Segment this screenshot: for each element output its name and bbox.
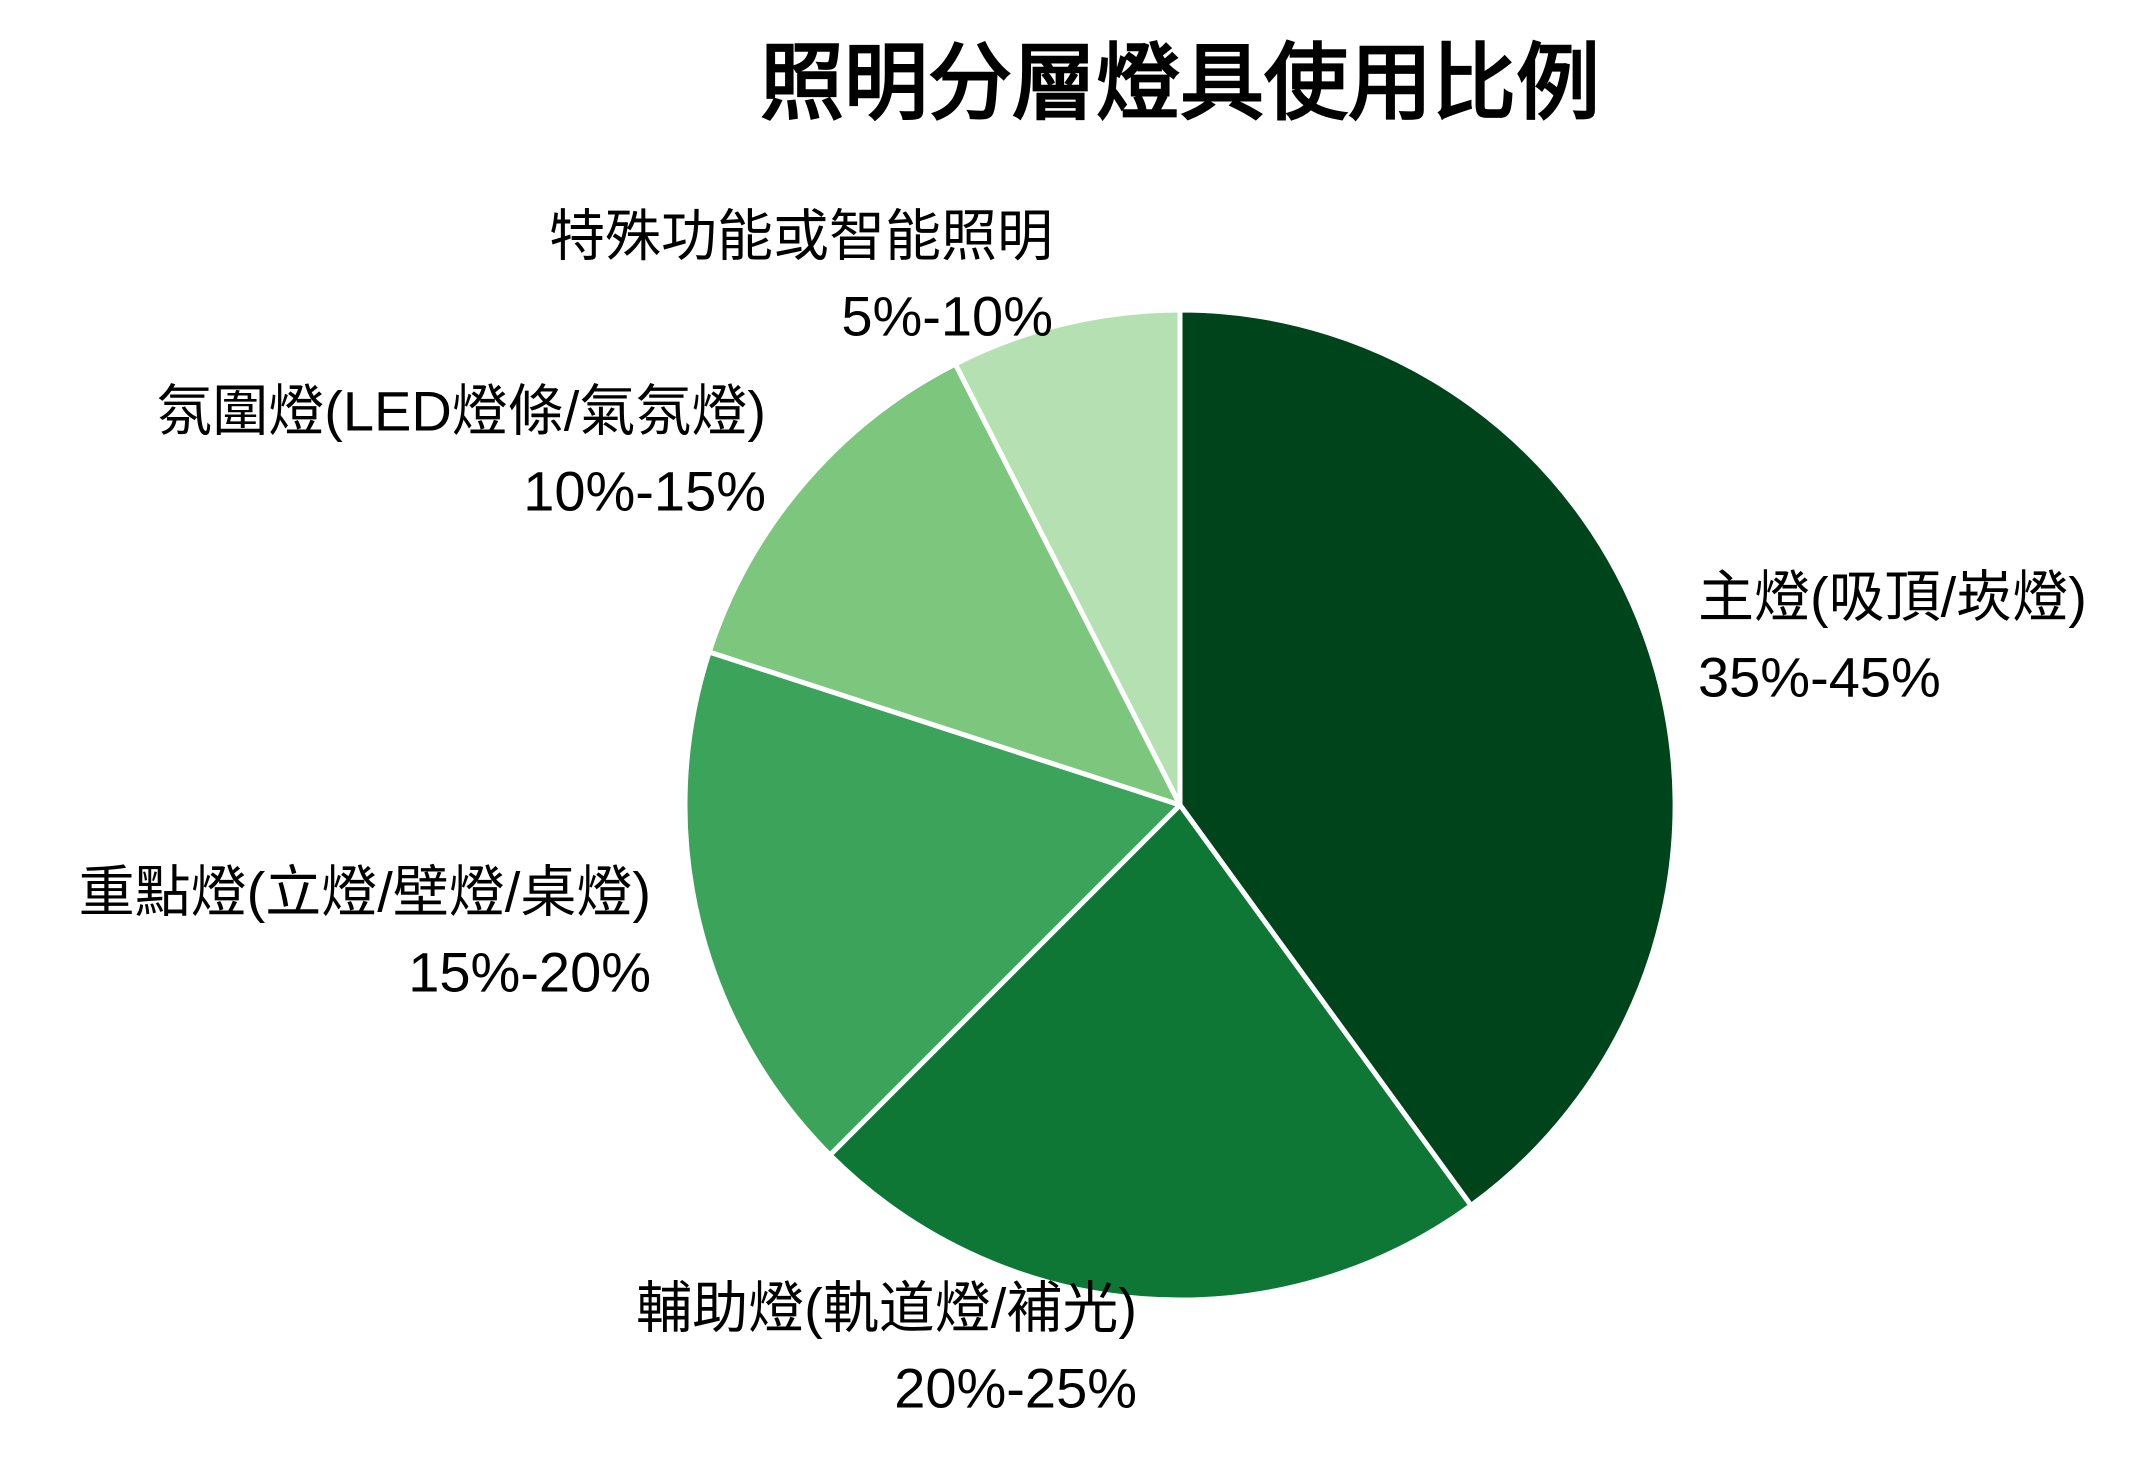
slice-label-main-light: 主燈(吸頂/崁燈) 35%-45% [1698,557,2087,716]
pie-slice-0 [1177,307,1678,1208]
slice-range-text: 5%-10% [841,284,1053,347]
slice-label-accent-light: 重點燈(立燈/壁燈/桌燈) 15%-20% [79,852,651,1011]
chart-title: 照明分層燈具使用比例 [759,36,1601,130]
pie-slice-1 [827,802,1474,1303]
slice-label-text: 氛圍燈(LED燈條/氣氛燈) [156,379,766,443]
slice-range-text: 20%-25% [894,1356,1137,1419]
slice-label-text: 主燈(吸頂/崁燈) [1698,565,2087,629]
pie-slice-4 [952,307,1183,808]
slice-label-text: 特殊功能或智能照明 [549,204,1053,268]
slice-range-text: 35%-45% [1698,645,1941,708]
slice-label-text: 重點燈(立燈/壁燈/桌燈) [78,860,651,924]
slice-range-text: 10%-15% [523,459,766,522]
slice-range-text: 15%-20% [408,940,651,1003]
slice-label-ambient-light: 氛圍燈(LED燈條/氣氛燈) 10%-15% [156,371,766,530]
slice-label-auxiliary-light: 輔助燈(軌道燈/補光) 20%-25% [636,1268,1137,1427]
pie-slice-3 [706,361,1183,808]
slice-label-special-smart-light: 特殊功能或智能照明 5%-10% [549,196,1053,355]
pie-slice-2 [682,649,1183,1158]
slice-label-text: 輔助燈(軌道燈/補光) [636,1276,1137,1340]
